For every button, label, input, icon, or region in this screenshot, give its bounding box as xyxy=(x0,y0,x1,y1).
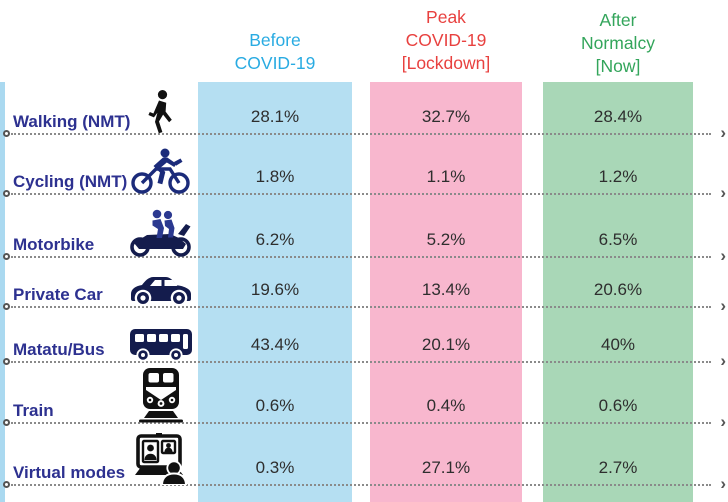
header-line: Before xyxy=(249,30,301,50)
dotted-line xyxy=(11,133,711,135)
bus-icon xyxy=(124,328,198,362)
column-before-covid xyxy=(198,82,352,502)
row-label: Matatu/Bus xyxy=(13,340,105,359)
dotted-line xyxy=(11,422,711,424)
header-line: COVID-19 xyxy=(405,30,487,50)
line-arrow-icon: › xyxy=(720,123,726,142)
value-before-covid: 0.6% xyxy=(255,396,295,415)
value-peak-covid: 27.1% xyxy=(421,458,471,477)
header-line: Normalcy xyxy=(581,33,655,53)
column-header-after-normalcy: After Normalcy [Now] xyxy=(535,9,701,78)
cyclist-icon xyxy=(124,148,198,194)
row-label: Virtual modes xyxy=(13,463,126,482)
line-arrow-icon: › xyxy=(720,412,726,431)
value-after-normalcy: 1.2% xyxy=(598,167,638,186)
row-label: Walking (NMT) xyxy=(13,112,131,131)
value-before-covid: 6.2% xyxy=(255,230,295,249)
value-peak-covid: 20.1% xyxy=(421,335,471,354)
line-arrow-icon: › xyxy=(720,474,726,493)
value-peak-covid: 5.2% xyxy=(426,230,466,249)
row-label: Private Car xyxy=(13,285,103,304)
column-peak-covid xyxy=(370,82,522,502)
line-start-circle xyxy=(3,130,10,137)
header-line: [Lockdown] xyxy=(401,53,491,73)
value-peak-covid: 32.7% xyxy=(421,107,471,126)
row-label: Train xyxy=(13,401,54,420)
value-peak-covid: 1.1% xyxy=(426,167,466,186)
video-call-icon xyxy=(124,433,198,485)
line-start-circle xyxy=(3,253,10,260)
header-line: Peak xyxy=(426,7,466,27)
value-before-covid: 43.4% xyxy=(250,335,300,354)
line-arrow-icon: › xyxy=(720,351,726,370)
column-header-peak-covid: Peak COVID-19 [Lockdown] xyxy=(362,6,530,75)
motorbike-icon xyxy=(124,209,198,257)
value-after-normalcy: 0.6% xyxy=(598,396,638,415)
left-edge-strip xyxy=(0,82,5,502)
line-arrow-icon: › xyxy=(720,296,726,315)
line-start-circle xyxy=(3,419,10,426)
dotted-line xyxy=(11,256,711,258)
value-after-normalcy: 40% xyxy=(600,335,636,354)
dotted-line xyxy=(11,306,711,308)
row-label: Motorbike xyxy=(13,235,95,254)
value-after-normalcy: 20.6% xyxy=(593,280,643,299)
header-line: COVID-19 xyxy=(234,53,316,73)
dotted-line xyxy=(11,361,711,363)
value-peak-covid: 13.4% xyxy=(421,280,471,299)
value-after-normalcy: 28.4% xyxy=(593,107,643,126)
line-arrow-icon: › xyxy=(720,246,726,265)
line-start-circle xyxy=(3,481,10,488)
value-before-covid: 0.3% xyxy=(255,458,295,477)
line-start-circle xyxy=(3,358,10,365)
line-arrow-icon: › xyxy=(720,183,726,202)
train-icon xyxy=(124,367,198,423)
car-icon xyxy=(124,273,198,307)
column-after-normalcy xyxy=(543,82,693,502)
value-before-covid: 19.6% xyxy=(250,280,300,299)
dotted-line xyxy=(11,484,711,486)
value-after-normalcy: 2.7% xyxy=(598,458,638,477)
line-start-circle xyxy=(3,190,10,197)
header-line: [Now] xyxy=(595,56,641,76)
value-after-normalcy: 6.5% xyxy=(598,230,638,249)
value-peak-covid: 0.4% xyxy=(426,396,466,415)
value-before-covid: 1.8% xyxy=(255,167,295,186)
header-line: After xyxy=(599,10,637,30)
column-header-before-covid: Before COVID-19 xyxy=(190,29,360,75)
row-label: Cycling (NMT) xyxy=(13,172,128,191)
walking-person-icon xyxy=(124,90,198,134)
dotted-line xyxy=(11,193,711,195)
value-before-covid: 28.1% xyxy=(250,107,300,126)
line-start-circle xyxy=(3,303,10,310)
